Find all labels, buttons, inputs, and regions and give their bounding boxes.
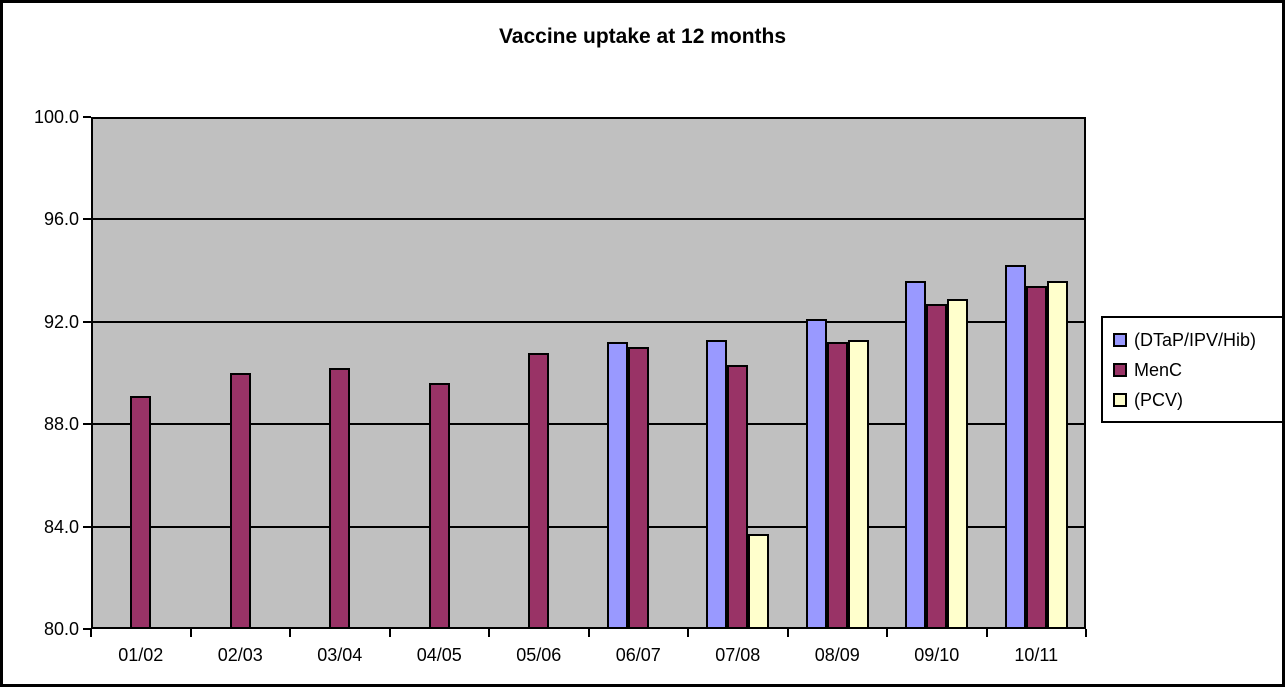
y-axis-tick-label: 92.0 — [43, 311, 79, 332]
y-axis-tick-label: 88.0 — [43, 414, 79, 435]
x-axis-tick — [488, 629, 490, 637]
bar-menc-08-09 — [826, 342, 848, 629]
x-axis-tick — [985, 629, 988, 637]
x-axis-tick — [388, 629, 391, 637]
bar-menc-04-05 — [428, 383, 450, 629]
bar-pcv-10-11 — [1046, 280, 1068, 629]
y-axis-tick-label: 100.0 — [33, 107, 79, 127]
x-axis-tick-label: 04/05 — [416, 645, 462, 665]
bar-dtapipvhib-10-11 — [1004, 265, 1026, 629]
gridline — [91, 320, 1086, 323]
bar-dtapipvhib-09-10 — [905, 280, 927, 629]
x-axis-tick-label: 09/10 — [914, 645, 960, 665]
bar-pcv-07-08 — [748, 534, 770, 629]
bar-pcv-09-10 — [947, 298, 969, 629]
bar-dtapipvhib-07-08 — [706, 339, 728, 629]
y-axis-tick-label: 96.0 — [43, 209, 79, 230]
x-axis-tick — [289, 629, 291, 637]
x-axis-tick-label: 02/03 — [217, 645, 263, 665]
bar-menc-07-08 — [727, 365, 749, 629]
x-axis-tick — [886, 629, 888, 637]
x-axis-tick — [189, 629, 192, 637]
y-axis-tick — [83, 218, 91, 221]
x-axis-tick — [687, 629, 689, 637]
x-axis-tick-label: 07/08 — [715, 645, 761, 665]
x-axis-tick — [90, 629, 92, 637]
legend-item: (DTaP/IPV/Hib) — [1113, 325, 1282, 355]
x-axis-tick — [786, 629, 789, 637]
y-axis-tick-label: 84.0 — [43, 516, 79, 537]
x-axis-tick-label: 01/02 — [118, 645, 164, 665]
bar-menc-02-03 — [229, 373, 251, 629]
gridline — [91, 423, 1086, 426]
gridline — [91, 218, 1086, 221]
bar-menc-10-11 — [1025, 285, 1047, 629]
x-axis-tick — [587, 629, 590, 637]
legend: (DTaP/IPV/Hib) MenC (PCV) — [1101, 316, 1282, 423]
y-axis-tick — [83, 320, 91, 323]
bar-menc-05-06 — [528, 352, 550, 629]
legend-label: (DTaP/IPV/Hib) — [1134, 329, 1257, 350]
y-axis-tick — [83, 423, 91, 426]
gridline — [91, 525, 1086, 528]
bar-menc-06-07 — [627, 347, 649, 629]
legend-item: (PCV) — [1113, 385, 1282, 415]
x-axis-tick-label: 03/04 — [317, 645, 363, 665]
x-axis-tick-label: 06/07 — [615, 645, 661, 665]
y-axis-tick — [83, 116, 91, 118]
chart-title: Vaccine uptake at 12 months — [498, 25, 787, 48]
bar-dtapipvhib-08-09 — [805, 319, 827, 629]
legend-swatch — [1113, 363, 1127, 377]
x-axis-tick-label: 08/09 — [814, 645, 860, 665]
x-axis-tick-label: 05/06 — [516, 645, 562, 665]
bar-menc-09-10 — [926, 303, 948, 629]
legend-swatch — [1113, 333, 1127, 347]
x-axis-tick-label: 10/11 — [1014, 645, 1059, 665]
legend-label: MenC — [1134, 359, 1183, 380]
x-axis-tick — [1085, 629, 1087, 637]
y-axis-tick-label: 80.0 — [43, 619, 79, 639]
legend-label: (PCV) — [1134, 389, 1183, 410]
bar-dtapipvhib-06-07 — [606, 342, 628, 629]
y-axis-tick — [83, 525, 91, 528]
bar-pcv-08-09 — [847, 339, 869, 629]
bar-menc-01-02 — [130, 396, 152, 629]
bar-menc-03-04 — [329, 367, 351, 629]
legend-item: MenC — [1113, 355, 1282, 385]
y-axis-tick — [83, 628, 91, 630]
legend-swatch — [1113, 393, 1127, 407]
